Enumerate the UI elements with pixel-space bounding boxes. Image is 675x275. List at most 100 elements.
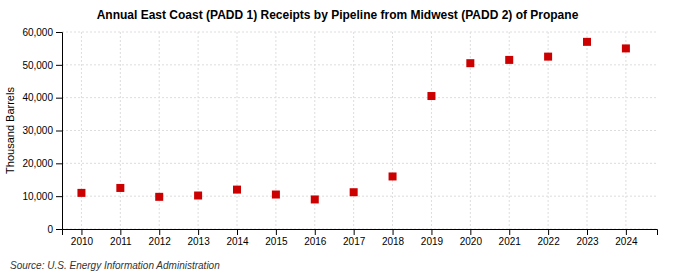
chart: 2010 2011 2012 2013 2014 2015 2016 2017 2018 2019…	[0, 0, 675, 275]
tick-label: 2014	[226, 236, 249, 247]
tick-label: 40,000	[22, 92, 53, 103]
tick-label: 2018	[382, 236, 405, 247]
tick-label: 0	[47, 224, 53, 235]
tick-label: 2016	[304, 236, 327, 247]
tick: 2023	[576, 229, 599, 247]
grid-line	[62, 64, 657, 65]
tick-label: 2010	[71, 236, 94, 247]
tick: 2016	[304, 229, 327, 247]
tick: 2014	[226, 229, 249, 247]
tick-label: 2017	[343, 236, 366, 247]
tick-mark	[81, 229, 82, 235]
point	[544, 53, 552, 61]
tick: 2024	[615, 229, 638, 247]
tick-label: 30,000	[22, 125, 53, 136]
tick-mark	[159, 229, 160, 235]
tick-mark	[354, 229, 355, 235]
tick-mark	[56, 196, 62, 197]
tick-label: 2015	[265, 236, 288, 247]
grid-line	[62, 97, 657, 98]
point	[233, 186, 241, 194]
point	[427, 92, 435, 100]
y-axis-title: Thousand Barrels	[4, 87, 16, 174]
point	[583, 38, 591, 46]
grid-line	[62, 32, 657, 33]
point	[272, 191, 280, 199]
tick-label: 10,000	[22, 191, 53, 202]
annotation: Source: U.S. Energy Information Administ…	[10, 260, 220, 271]
tick-mark	[626, 229, 627, 235]
tick-mark	[431, 229, 432, 235]
tick-mark	[56, 131, 62, 132]
point	[77, 189, 85, 197]
tick-label: 2019	[421, 236, 444, 247]
point	[311, 195, 319, 203]
tick: 60,000	[22, 27, 62, 38]
tick-mark	[56, 229, 62, 230]
tick-label: 50,000	[22, 60, 53, 71]
tick: 10,000	[22, 191, 62, 202]
axis-line	[56, 33, 63, 230]
grid-line	[62, 130, 657, 131]
tick-mark	[587, 229, 588, 235]
tick-mark	[509, 229, 510, 235]
tick-label: 60,000	[22, 27, 53, 38]
tick-label: 2021	[499, 236, 522, 247]
point	[194, 192, 202, 200]
tick-mark	[548, 229, 549, 235]
tick: 2018	[382, 229, 405, 247]
point	[389, 172, 397, 180]
tick: 2019	[421, 229, 444, 247]
tick: 40,000	[22, 92, 62, 103]
tick: 2013	[187, 229, 210, 247]
tick-label: 2023	[576, 236, 599, 247]
point	[155, 193, 163, 201]
tick: 2010	[71, 229, 94, 247]
tick-label: 20,000	[22, 158, 53, 169]
tick-mark	[276, 229, 277, 235]
point	[116, 184, 124, 192]
tick-label: 2022	[537, 236, 560, 247]
x-axis: 2010 2011 2012 2013 2014 2015 2016 2017 2018 2019…	[63, 229, 658, 247]
tick: 30,000	[22, 125, 62, 136]
axis-line	[63, 230, 658, 236]
grid	[62, 32, 657, 229]
tick-mark	[120, 229, 121, 235]
tick-label: 2024	[615, 236, 638, 247]
tick: 2021	[499, 229, 522, 247]
tick: 2022	[537, 229, 560, 247]
grid-line	[62, 163, 657, 164]
grid-line	[81, 32, 82, 229]
grid-line	[392, 32, 393, 229]
tick-mark	[56, 65, 62, 66]
title: Annual East Coast (PADD 1) Receipts by P…	[97, 8, 579, 22]
tick-mark	[198, 229, 199, 235]
point	[466, 59, 474, 67]
tick: 2012	[149, 229, 172, 247]
tick-mark	[393, 229, 394, 235]
grid-line	[237, 32, 238, 229]
point	[350, 188, 358, 196]
tick-mark	[470, 229, 471, 235]
tick: 50,000	[22, 60, 62, 71]
point	[505, 56, 513, 64]
tick-label: 2011	[110, 236, 132, 247]
tick: 0	[47, 224, 62, 235]
grid-line	[62, 196, 657, 197]
tick-mark	[56, 32, 62, 33]
tick-mark	[315, 229, 316, 235]
tick-label: 2012	[149, 236, 172, 247]
tick-mark	[56, 98, 62, 99]
tick-label: 2013	[187, 236, 210, 247]
tick-mark	[237, 229, 238, 235]
tick: 2011	[110, 229, 132, 247]
plot: 2010 2011 2012 2013 2014 2015 2016 2017 2018 2019…	[22, 27, 657, 247]
y-axis: 0 10,000 20,000 30,000 40,000 50,000 60,000	[22, 27, 62, 235]
tick-label: 2020	[460, 236, 483, 247]
point	[622, 44, 630, 52]
tick: 2020	[460, 229, 483, 247]
tick: 2017	[343, 229, 366, 247]
tick: 2015	[265, 229, 288, 247]
points	[77, 38, 629, 204]
tick-mark	[56, 163, 62, 164]
